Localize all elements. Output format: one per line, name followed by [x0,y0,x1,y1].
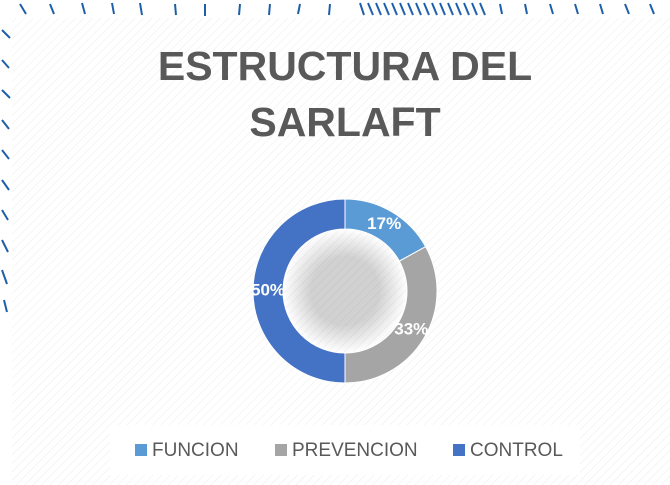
decorative-strokes [1,2,655,313]
legend-label: FUNCION [152,440,239,461]
donut-hole-shadow [283,229,407,353]
legend-swatch [135,444,147,456]
data-label: 33% [394,320,428,339]
legend-box [110,425,580,475]
data-label: 17% [367,214,401,233]
legend-swatch [275,444,287,456]
chart-title: ESTRUCTURA DEL SARLAFT [157,43,533,145]
legend-label: PREVENCION [292,440,418,461]
legend-label: CONTROL [470,440,563,461]
data-label: 50% [251,280,285,299]
legend-swatch [453,444,465,456]
donut-segment [252,198,346,384]
